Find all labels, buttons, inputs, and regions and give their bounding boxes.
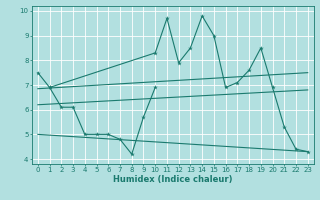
- X-axis label: Humidex (Indice chaleur): Humidex (Indice chaleur): [113, 175, 233, 184]
